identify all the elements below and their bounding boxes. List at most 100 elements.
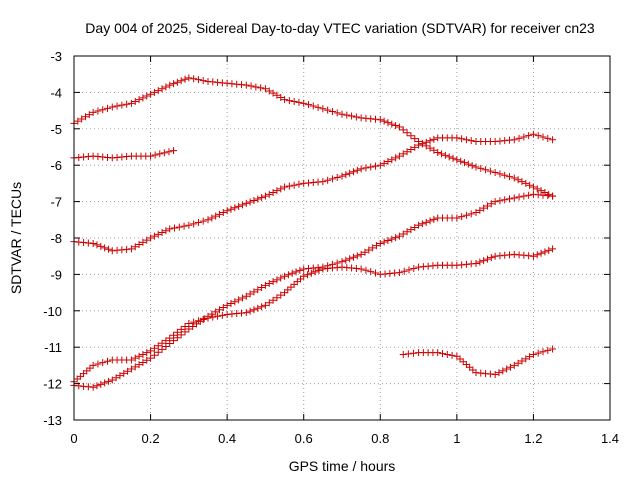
data-point-marker [426,137,434,145]
data-point [529,183,537,191]
data-point-marker [407,146,415,154]
data-point [319,105,327,113]
data-point-marker [246,307,254,315]
data-point-marker [399,150,407,158]
y-tick-label: -12 [43,377,62,392]
data-point-marker [399,126,407,134]
data-point [281,183,289,191]
data-point-marker [522,355,530,363]
data-point [453,214,461,222]
data-point-marker [285,182,293,190]
data-point-marker [411,135,419,143]
data-point-marker [246,290,254,298]
data-point [261,85,269,93]
x-tick-label: 1.2 [524,431,542,446]
data-point-marker [143,356,151,364]
data-point-marker [324,176,332,184]
data-point-marker [85,111,93,119]
series-track-3 [70,130,557,255]
data-point-marker [124,367,132,375]
data-point-marker [476,258,484,266]
data-point-marker [94,360,102,368]
data-point-marker [177,325,185,333]
data-point-marker [277,93,285,101]
data-point-marker [506,173,513,181]
data-point-marker [288,269,296,277]
data-point [242,199,250,207]
data-point [376,161,384,169]
data-point-marker [284,271,292,279]
data-point-marker [277,185,285,193]
y-tick-label: -5 [50,122,62,137]
data-point-marker [545,190,553,198]
data-point-marker [165,148,173,156]
data-point-marker [99,359,107,367]
data-point-marker [525,132,533,140]
data-point-marker [449,154,457,162]
data-point-marker [399,230,407,238]
data-point-marker [426,217,434,225]
data-point [147,152,155,160]
data-point-marker [158,85,166,93]
data-point-marker [305,101,312,109]
data-point-marker [392,154,400,162]
data-point-marker [231,298,239,306]
data-point-marker [250,197,258,205]
data-point [261,281,269,289]
data-point-marker [411,223,419,231]
data-point-marker [372,162,379,170]
data-point-marker [170,80,178,88]
data-point-marker [265,190,273,198]
data-point [453,134,461,142]
data-point-marker [190,75,198,83]
y-tick-labels: -3 -4 -5 -6 -7 -8 -9 -10 -11 -12 -13 [43,49,62,428]
data-point [242,292,250,300]
data-point [89,383,97,391]
data-point-marker [369,244,377,252]
data-point-marker [526,353,534,361]
data-point-marker [422,218,430,226]
data-point [549,345,557,353]
data-point-marker [112,374,120,382]
data-point-marker [78,115,86,123]
data-point-marker [328,175,336,183]
data-point-marker [496,197,504,205]
data-point-marker [135,361,143,369]
data-point-marker [537,249,545,257]
data-point-marker [200,315,208,323]
data-point-marker [403,228,411,236]
data-point-marker [171,224,178,232]
data-point-marker [154,348,162,356]
data-point-marker [506,195,513,203]
data-point-marker [104,377,112,385]
data-point-marker [218,311,226,319]
x-tick-label: 1 [453,431,460,446]
series-track-1 [70,74,557,200]
data-point [261,192,269,200]
x-tick-label: 0.8 [371,431,389,446]
data-point-marker [215,306,223,314]
data-point-marker [131,363,139,371]
data-point-marker [430,146,438,154]
data-point-marker [411,143,419,151]
data-point-marker [258,194,266,202]
data-point-marker [215,210,223,218]
data-point-marker [539,348,547,356]
data-point-marker [362,164,370,172]
data-point-marker [254,286,262,294]
data-point-marker [404,350,412,358]
data-point-marker [154,230,162,238]
data-point-marker [99,106,107,114]
data-point [108,376,116,384]
data-point [261,301,269,309]
data-point-marker [254,195,262,203]
data-point-marker [353,252,361,260]
data-point [204,314,212,322]
data-point-marker [250,288,258,296]
data-point-marker [158,339,166,347]
data-point-marker [328,108,336,116]
data-point [147,347,155,355]
series-track-2 [70,147,178,162]
data-point [395,232,403,240]
data-point [415,221,423,229]
